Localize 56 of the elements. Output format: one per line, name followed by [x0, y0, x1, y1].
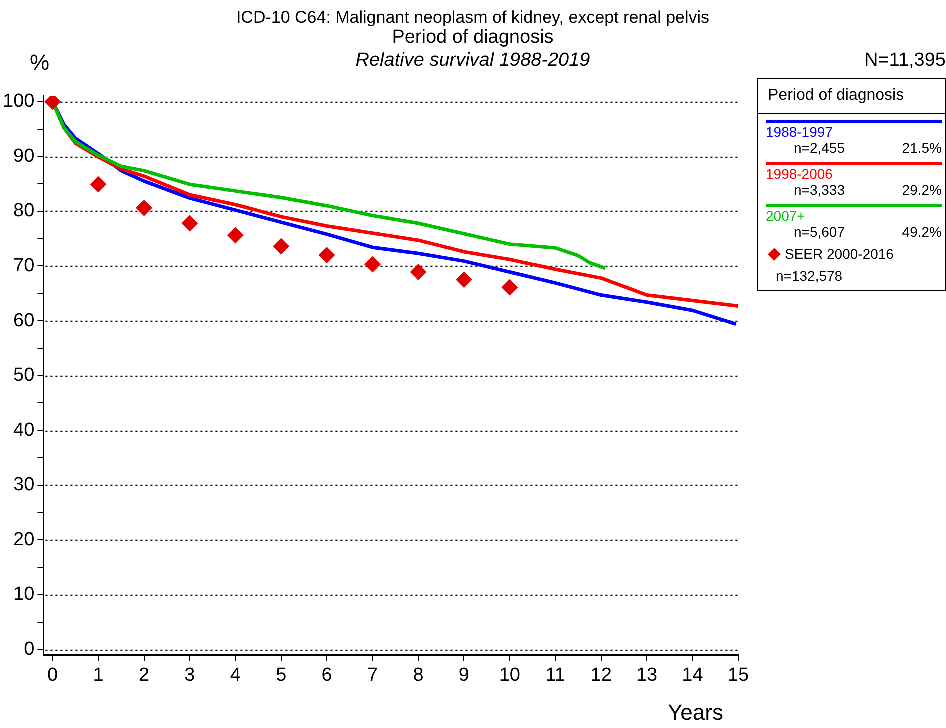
y-tick-label: 70 [14, 255, 35, 276]
x-tick-label: 13 [636, 664, 658, 686]
x-tick-label: 15 [728, 664, 750, 686]
y-tick-label: 10 [14, 584, 35, 606]
y-tick-label: 100 [3, 91, 35, 112]
point [90, 176, 107, 193]
point [182, 216, 198, 232]
point [456, 272, 472, 288]
y-tick-label: 50 [14, 365, 35, 386]
text: 29.2% [902, 182, 942, 198]
text: Relative survival 1988-2019 [356, 50, 590, 71]
y-tick-label: 80 [14, 200, 35, 222]
y-tick-label: 40 [14, 420, 35, 441]
x-tick-label: 4 [230, 664, 242, 686]
text: n=132,578 [775, 268, 844, 284]
point [364, 256, 381, 273]
text: n=2,455 [794, 140, 845, 156]
x-tick-label: 11 [546, 664, 566, 686]
point [136, 200, 152, 216]
text: 1988-1997 [766, 124, 834, 140]
x-axis-title: Years [668, 700, 724, 726]
point [273, 238, 290, 255]
point [319, 247, 336, 264]
y-tick-label: 20 [14, 529, 35, 550]
x-tick-label: 9 [458, 664, 470, 686]
text: N=11,395 [864, 50, 946, 72]
point [44, 96, 61, 110]
chart-subtitle: Period of diagnosis [391, 27, 555, 49]
y-axis-title: % [30, 50, 50, 76]
x-tick-label: 0 [48, 664, 58, 686]
x-tick-label: 14 [682, 664, 704, 686]
text: 1998-2006 [766, 166, 834, 182]
legend-title: Period of diagnosis [758, 79, 945, 114]
point [410, 264, 426, 280]
point [502, 280, 518, 296]
x-tick-label: 2 [138, 664, 150, 686]
x-tick-label: 3 [184, 664, 196, 686]
x-tick-label: 6 [322, 664, 332, 686]
chart-title: ICD-10 C64: Malignant neoplasm of kidney, except renal pelvis [235, 8, 711, 27]
x-tick-label: 5 [276, 664, 287, 686]
text: 49.2% [902, 224, 942, 240]
text: 21.5% [902, 140, 942, 156]
y-tick-label: 90 [14, 146, 35, 167]
point [228, 228, 244, 244]
text: n=5,607 [794, 224, 845, 240]
y-tick-label: 0 [24, 638, 35, 660]
text: n=3,333 [794, 182, 845, 198]
x-tick-label: 12 [590, 664, 612, 686]
y-tick-label: 30 [14, 474, 35, 496]
x-tick-label: 7 [367, 664, 378, 686]
x-tick-label: 1 [93, 664, 104, 686]
y-tick-label: 60 [14, 310, 35, 332]
text: 2007+ [766, 208, 806, 224]
x-tick-label: 10 [499, 664, 520, 686]
x-tick-label: 8 [413, 664, 424, 686]
legend-label: SEER 2000-2016 [785, 246, 894, 262]
